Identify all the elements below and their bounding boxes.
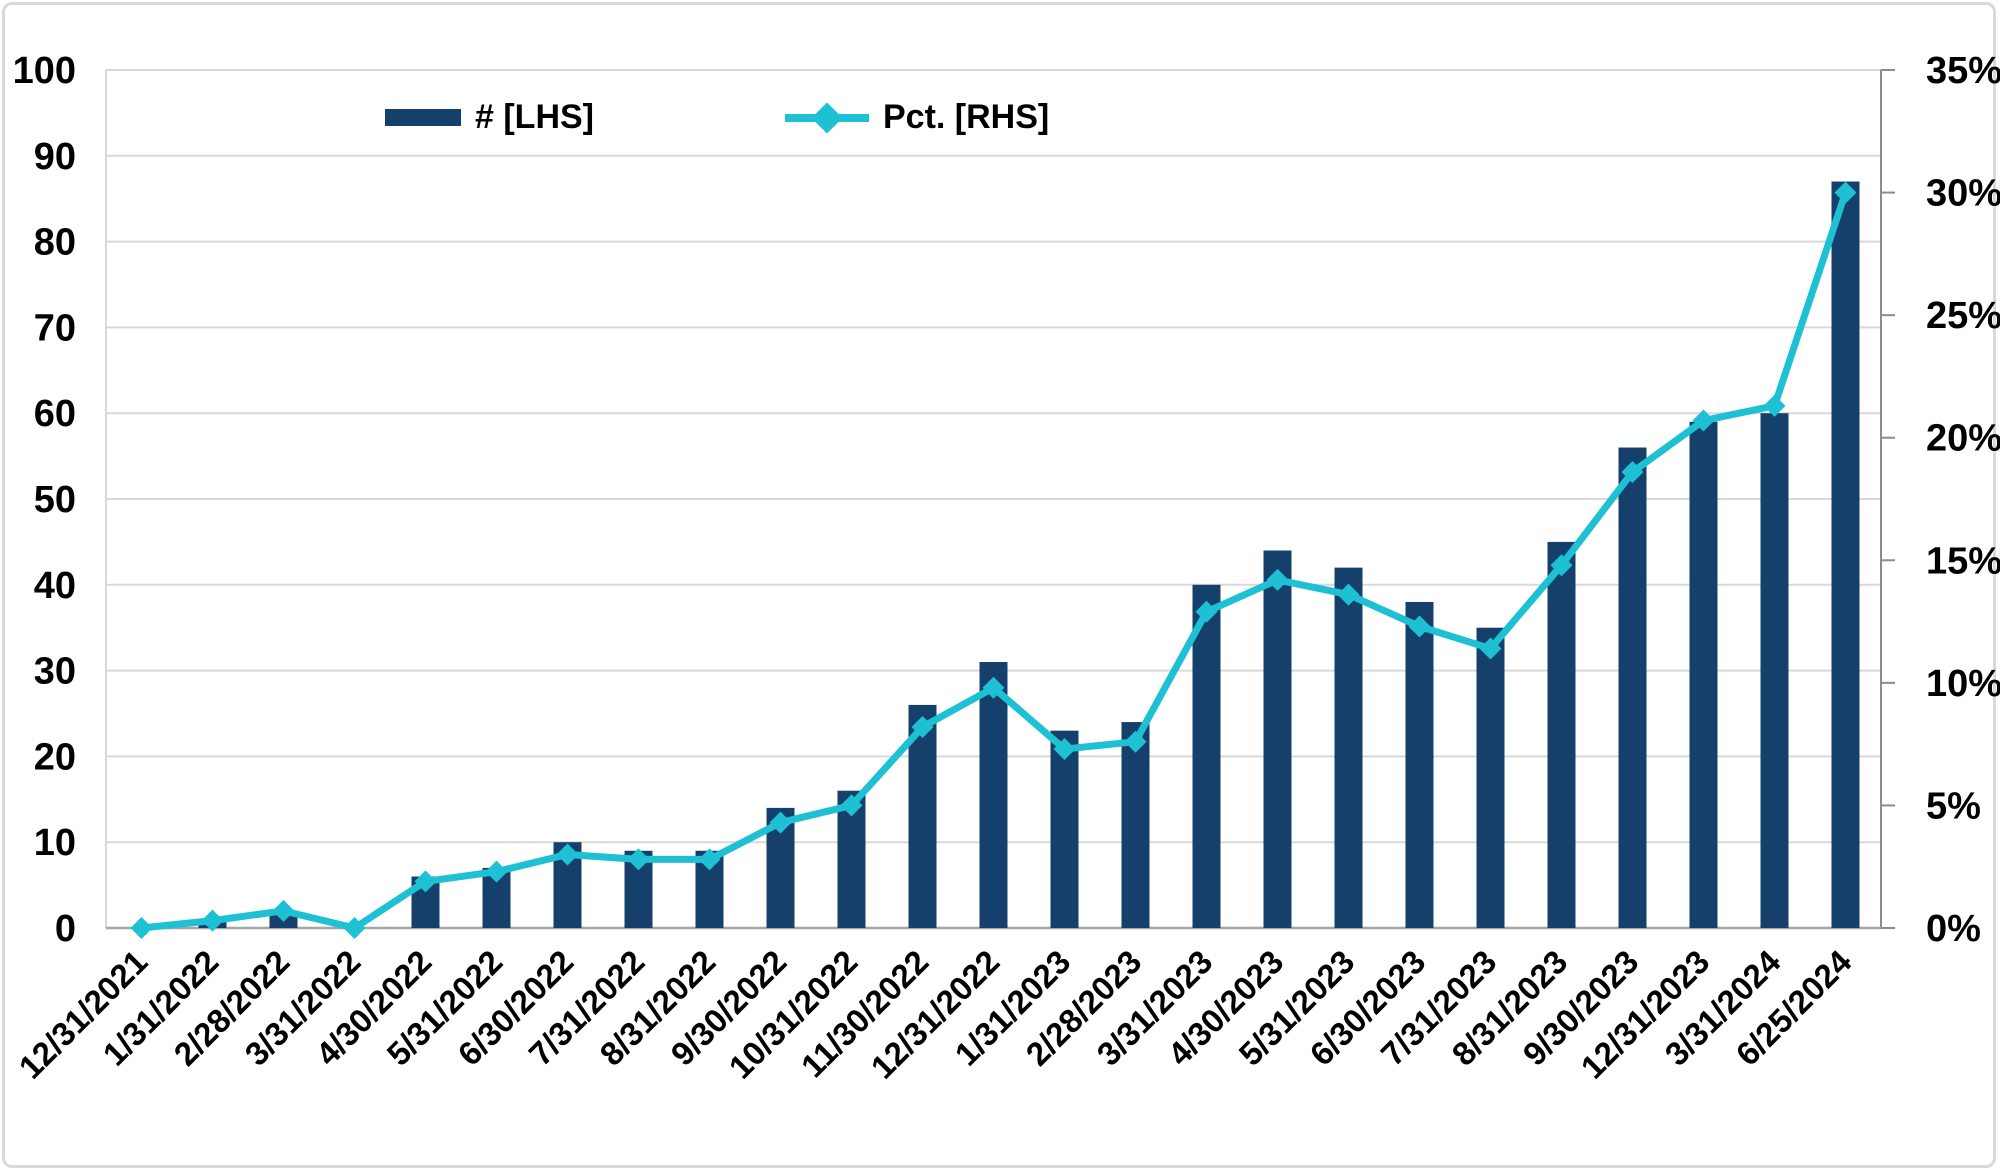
left-axis-tick-label: 100 (13, 50, 76, 92)
line-point-marker (1124, 730, 1147, 753)
right-axis-tick-label: 35% (1926, 50, 2000, 92)
bar (1618, 447, 1647, 928)
line-point-marker (201, 909, 224, 932)
left-axis-tick-label: 40 (34, 565, 76, 607)
left-axis-tick-label: 50 (34, 479, 76, 521)
line-point-marker (272, 899, 295, 922)
right-axis-tick-label: 15% (1926, 540, 2000, 582)
right-axis-tick-label: 25% (1926, 295, 2000, 337)
line-point-marker (1621, 461, 1644, 484)
right-axis-tick-label: 10% (1926, 663, 2000, 705)
bar (1121, 722, 1150, 928)
bar (1050, 730, 1079, 928)
line-point-marker (1053, 738, 1076, 761)
line-series-swatch-icon (785, 101, 869, 134)
left-axis-tick-label: 70 (34, 307, 76, 349)
left-axis-tick-label: 0 (55, 908, 76, 950)
bar (1334, 567, 1363, 928)
line-point-marker (1337, 583, 1360, 606)
left-axis-tick-label: 30 (34, 651, 76, 693)
bar (1405, 601, 1434, 928)
bar (1263, 550, 1292, 928)
bar (1476, 627, 1505, 928)
legend-item-line: Pct. [RHS] (785, 98, 1049, 137)
line-point-marker (1195, 600, 1218, 623)
line-point-marker (556, 843, 579, 866)
bar-series-swatch-icon (385, 109, 461, 126)
legend-line-label: Pct. [RHS] (883, 98, 1050, 136)
left-axis-tick-label: 60 (34, 393, 76, 435)
left-axis-tick-label: 80 (34, 222, 76, 264)
bar (1831, 181, 1860, 929)
bar (1547, 541, 1576, 928)
line-point-marker (769, 811, 792, 834)
left-axis-tick-label: 10 (34, 822, 76, 864)
line-point-marker (627, 848, 650, 871)
line-point-marker (911, 715, 934, 738)
line-point-marker (698, 848, 721, 871)
bar (1192, 584, 1221, 928)
right-axis-tick-label: 0% (1926, 908, 1981, 950)
line-point-marker (130, 917, 153, 939)
bar (1689, 421, 1718, 928)
line-point-marker (485, 860, 508, 883)
line-point-marker (1408, 615, 1431, 638)
line-point-marker (1763, 394, 1786, 417)
left-axis-tick-label: 20 (34, 736, 76, 778)
line-point-marker (982, 676, 1005, 699)
line-point-marker (1479, 637, 1502, 660)
line-point-marker (1266, 568, 1289, 591)
diamond-marker-icon (811, 101, 843, 134)
bar (979, 662, 1008, 928)
line-point-marker (1692, 409, 1715, 432)
line-point-marker (840, 794, 863, 817)
line-point-marker (414, 870, 437, 893)
legend-item-bars: # [LHS] (385, 98, 594, 137)
right-axis-tick-label: 5% (1926, 785, 1981, 827)
bar (1760, 413, 1789, 928)
left-axis-tick-label: 90 (34, 136, 76, 178)
legend-bar-label: # [LHS] (475, 98, 594, 136)
right-axis-tick-label: 20% (1926, 418, 2000, 460)
line-point-marker (1834, 181, 1857, 204)
line-point-marker (343, 917, 366, 939)
line-point-marker (1550, 554, 1573, 577)
right-axis-tick-label: 30% (1926, 173, 2000, 215)
